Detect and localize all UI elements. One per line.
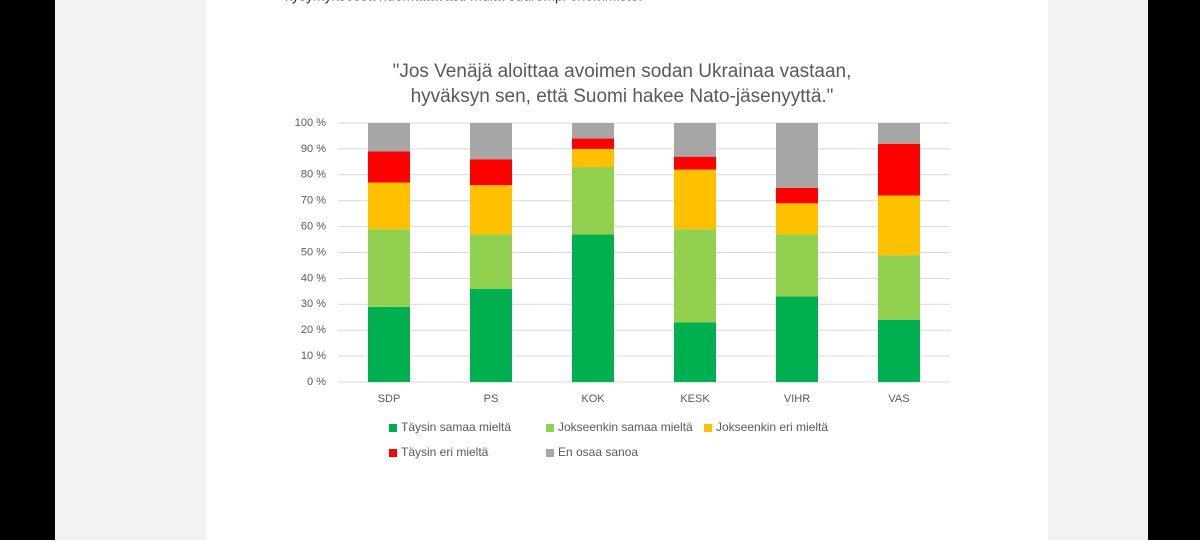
bar-segment xyxy=(878,123,920,144)
bar-segment xyxy=(674,229,716,323)
bar-segment xyxy=(368,229,410,307)
bar-segment xyxy=(674,169,716,230)
y-tick-label: 100 % xyxy=(295,117,326,129)
bar-segment xyxy=(776,296,818,382)
bar-segment xyxy=(572,148,614,168)
y-tick-label: 90 % xyxy=(301,143,326,155)
bar-segment xyxy=(470,234,512,289)
legend-label: Jokseenkin samaa mieltä xyxy=(558,420,693,434)
legend-swatch xyxy=(546,424,554,432)
bar-segment xyxy=(776,234,818,297)
bar-segment xyxy=(776,187,818,204)
bar-segment xyxy=(470,288,512,382)
legend-swatch xyxy=(389,449,397,457)
y-tick-label: 0 % xyxy=(307,376,326,388)
bar-segment xyxy=(368,306,410,382)
bar-segment xyxy=(368,182,410,230)
bar-segment xyxy=(470,123,512,160)
legend-swatch xyxy=(546,449,554,457)
bar-segment xyxy=(572,234,614,382)
bar-segment xyxy=(776,203,818,235)
bar-segment xyxy=(878,255,920,320)
x-tick-label: PS xyxy=(484,393,499,405)
x-tick-label: SDP xyxy=(378,393,401,405)
y-tick-label: 20 % xyxy=(301,324,326,336)
bar-segment xyxy=(368,151,410,183)
legend-swatch xyxy=(389,424,397,432)
legend-label: En osaa sanoa xyxy=(558,445,638,459)
legend-swatch xyxy=(704,424,712,432)
left-edge xyxy=(0,0,55,540)
chart-title: "Jos Venäjä aloittaa avoimen sodan Ukrai… xyxy=(393,61,852,82)
y-tick-label: 70 % xyxy=(301,195,326,207)
bar-segment xyxy=(878,143,920,196)
bar-segment xyxy=(572,167,614,235)
legend-label: Täysin eri mieltä xyxy=(401,445,489,459)
bar-segment xyxy=(674,123,716,157)
bar-segment xyxy=(674,322,716,382)
x-tick-label: KESK xyxy=(680,393,710,405)
bar-segment xyxy=(470,185,512,235)
chart: "Jos Venäjä aloittaa avoimen sodan Ukrai… xyxy=(295,61,950,459)
bar-segment xyxy=(776,123,818,188)
y-tick-label: 60 % xyxy=(301,221,326,233)
x-tick-label: KOK xyxy=(581,393,605,405)
legend-label: Jokseenkin eri mieltä xyxy=(716,420,828,434)
y-tick-label: 10 % xyxy=(301,350,326,362)
legend-label: Täysin samaa mieltä xyxy=(401,420,511,434)
x-tick-label: VIHR xyxy=(784,393,810,405)
y-tick-label: 40 % xyxy=(301,272,326,284)
y-tick-label: 80 % xyxy=(301,169,326,181)
bar-segment xyxy=(572,138,614,149)
bar-segment xyxy=(572,123,614,139)
y-tick-label: 30 % xyxy=(301,298,326,310)
bar-segment xyxy=(674,156,716,170)
bar-segment xyxy=(878,195,920,256)
bar-segment xyxy=(878,319,920,382)
cut-text: kysymyksessä huomattavasti muita suuremp… xyxy=(285,0,642,4)
bar-segment xyxy=(368,123,410,152)
bar-segment xyxy=(470,159,512,186)
right-edge xyxy=(1148,0,1200,540)
chart-title: hyväksyn sen, että Suomi hakee Nato-jäse… xyxy=(411,86,834,107)
y-tick-label: 50 % xyxy=(301,246,326,258)
x-tick-label: VAS xyxy=(888,393,909,405)
